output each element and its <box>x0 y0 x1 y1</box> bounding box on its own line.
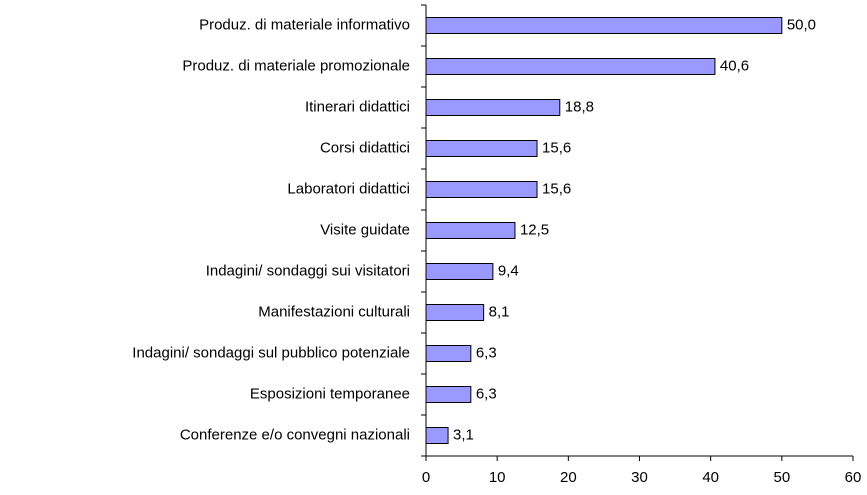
bar <box>425 99 561 116</box>
data-label: 8,1 <box>489 303 510 320</box>
bar <box>425 263 494 280</box>
y-tick-label: Conferenze e/o convegni nazionali <box>180 426 410 443</box>
x-tick-label: 30 <box>631 469 648 486</box>
y-tick-label: Itinerari didattici <box>305 98 410 115</box>
data-label: 18,8 <box>565 98 594 115</box>
y-tick-label: Manifestazioni culturali <box>258 303 410 320</box>
x-tick-label: 20 <box>560 469 577 486</box>
data-label: 12,5 <box>520 221 549 238</box>
bar <box>425 427 449 444</box>
x-tick-label: 40 <box>702 469 719 486</box>
x-tick-label: 50 <box>773 469 790 486</box>
bar <box>425 181 538 198</box>
x-tick-label: 60 <box>845 469 862 486</box>
data-label: 6,3 <box>476 385 497 402</box>
data-label: 6,3 <box>476 344 497 361</box>
bar <box>425 345 472 362</box>
bar <box>425 304 485 321</box>
bar <box>425 386 472 403</box>
data-label: 15,6 <box>542 139 571 156</box>
y-tick-label: Produz. di materiale promozionale <box>182 57 410 74</box>
y-tick-label: Visite guidate <box>320 221 410 238</box>
data-label: 15,6 <box>542 180 571 197</box>
y-tick-label: Laboratori didattici <box>287 180 410 197</box>
y-tick-label: Esposizioni temporanee <box>250 385 410 402</box>
data-label: 40,6 <box>720 57 749 74</box>
bar <box>425 140 538 157</box>
data-label: 3,1 <box>453 426 474 443</box>
y-tick-label: Corsi didattici <box>320 139 410 156</box>
y-tick-label: Indagini/ sondaggi sui visitatori <box>206 262 410 279</box>
data-label: 50,0 <box>787 16 816 33</box>
y-tick-label: Produz. di materiale informativo <box>199 16 410 33</box>
x-tick-label: 10 <box>489 469 506 486</box>
data-label: 9,4 <box>498 262 519 279</box>
x-tick-label: 0 <box>422 469 430 486</box>
bar <box>425 222 516 239</box>
bar <box>425 58 716 75</box>
bar <box>425 17 783 34</box>
y-tick-label: Indagini/ sondaggi sul pubblico potenzia… <box>132 344 410 361</box>
